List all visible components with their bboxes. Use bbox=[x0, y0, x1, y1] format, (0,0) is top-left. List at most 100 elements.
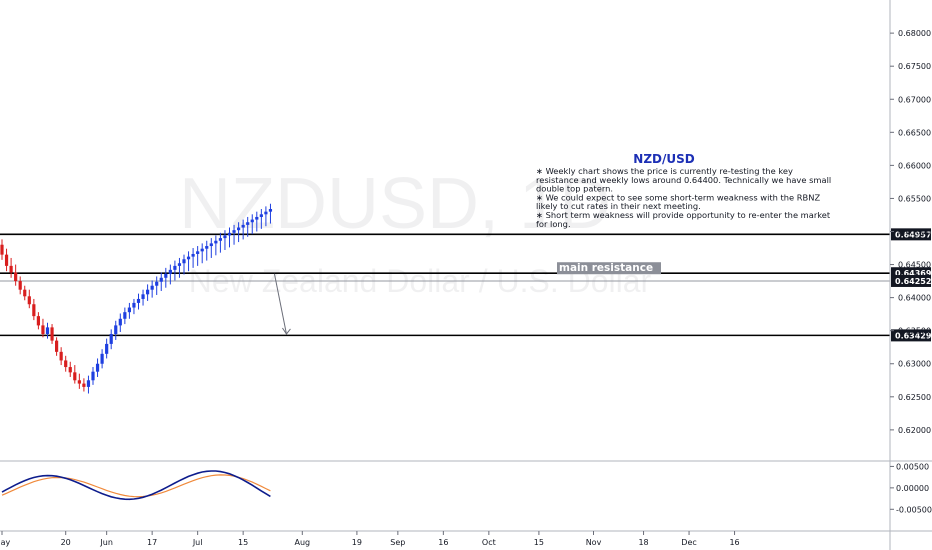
candle-body bbox=[32, 304, 36, 317]
candle-body bbox=[200, 248, 204, 252]
time-tick-label: Oct bbox=[482, 538, 496, 547]
time-tick-label: 15 bbox=[534, 538, 544, 547]
candle-body bbox=[182, 259, 186, 264]
resistance-label-box bbox=[557, 262, 661, 275]
time-tick-label: 17 bbox=[147, 538, 157, 547]
price-tick-label: 0.67500 bbox=[898, 62, 931, 71]
price-tick-label: 0.62500 bbox=[898, 393, 931, 402]
candle-body bbox=[36, 316, 40, 326]
down-arrow bbox=[273, 273, 291, 335]
candle-body bbox=[91, 371, 95, 381]
candle-body bbox=[246, 222, 250, 225]
indicator-tick-label: 0.00500 bbox=[896, 462, 929, 471]
candle-body bbox=[127, 307, 131, 313]
candle-body bbox=[45, 327, 50, 334]
annotation-line: ∗ Short term weakness will provide oppor… bbox=[536, 210, 831, 220]
time-tick-label: 16 bbox=[729, 538, 739, 547]
watermark-symbol: NZDUSD, 1D bbox=[179, 164, 611, 244]
price-tick-label: 0.62000 bbox=[898, 426, 931, 435]
candle-body bbox=[41, 325, 45, 334]
candle-body bbox=[232, 230, 236, 233]
candle-body bbox=[209, 243, 213, 247]
annotation-line: resistance and weekly lows around 0.6440… bbox=[536, 175, 831, 185]
candle-body bbox=[68, 367, 72, 373]
indicator-tick-label: 0.00000 bbox=[896, 484, 929, 493]
annotation-line: for long. bbox=[536, 219, 571, 229]
indicator-panel bbox=[1, 470, 271, 501]
candle-body bbox=[64, 360, 68, 368]
candle-body bbox=[237, 227, 241, 231]
price-tag: 0.64252 bbox=[891, 274, 931, 287]
candle-body bbox=[177, 263, 182, 266]
candle-body bbox=[118, 318, 122, 326]
time-tick-label: 18 bbox=[638, 538, 648, 547]
price-tag-label: 0.64957 bbox=[895, 230, 931, 239]
time-tick-label: Jul bbox=[192, 538, 203, 547]
indicator-signal-line bbox=[1, 474, 271, 498]
candle-body bbox=[205, 246, 209, 249]
time-tick-label: Nov bbox=[586, 538, 602, 547]
candle-body bbox=[114, 325, 118, 334]
annotation-line: double top patern. bbox=[536, 184, 613, 194]
annotation: NZD/USD ∗ Weekly chart shows the price i… bbox=[536, 152, 831, 229]
candle-body bbox=[191, 253, 195, 257]
candle-body bbox=[123, 312, 127, 319]
price-tag-label: 0.64252 bbox=[895, 277, 931, 286]
candle-body bbox=[0, 244, 4, 255]
candle-body bbox=[196, 251, 200, 254]
candle-body bbox=[255, 216, 259, 220]
candle-body bbox=[23, 289, 27, 297]
candle-body bbox=[268, 209, 273, 212]
candle-body bbox=[146, 289, 150, 295]
candle-body bbox=[100, 353, 104, 364]
candle-body bbox=[109, 333, 113, 344]
candle-body bbox=[55, 340, 59, 352]
candle-body bbox=[250, 219, 254, 223]
candle-body bbox=[223, 235, 227, 239]
candle-body bbox=[73, 372, 77, 381]
price-tick-label: 0.65500 bbox=[898, 194, 931, 203]
price-tag-box bbox=[891, 228, 931, 241]
candle-body bbox=[173, 265, 177, 270]
time-tick-label: Jun bbox=[99, 538, 113, 547]
price-tick-label: 0.63000 bbox=[898, 360, 931, 369]
price-tag: 0.64957 bbox=[891, 228, 931, 241]
candle-body bbox=[241, 224, 245, 228]
candle-body bbox=[214, 240, 218, 244]
candle-body bbox=[168, 269, 172, 274]
resistance-label: main resistance bbox=[559, 262, 653, 274]
time-tick-label: Sep bbox=[390, 538, 405, 547]
arrow-shaft bbox=[273, 273, 287, 335]
candle-body bbox=[14, 272, 18, 282]
time-tick-label: 20 bbox=[61, 538, 71, 547]
arrow-head bbox=[282, 327, 291, 335]
candle-body bbox=[186, 256, 191, 260]
price-tick-label: 0.66500 bbox=[898, 128, 931, 137]
candle-body bbox=[95, 363, 100, 372]
price-tick-label: 0.68000 bbox=[898, 29, 931, 38]
candle-body bbox=[18, 281, 22, 290]
candle-body bbox=[82, 383, 86, 387]
candle-body bbox=[155, 281, 159, 286]
candle-body bbox=[141, 294, 145, 299]
candle-body bbox=[59, 351, 63, 361]
price-tick-label: 0.64500 bbox=[898, 261, 931, 270]
indicator-tick-label: -0.00500 bbox=[896, 505, 932, 514]
price-tick-label: 0.66000 bbox=[898, 161, 931, 170]
candle-body bbox=[4, 254, 9, 266]
price-tag-box bbox=[891, 329, 931, 342]
time-tick-label: Dec bbox=[681, 538, 696, 547]
annotation-line: ∗ We could expect to see some short-term… bbox=[536, 192, 820, 202]
candle-body bbox=[159, 277, 163, 282]
price-tick-label: 0.67000 bbox=[898, 95, 931, 104]
annotation-title: NZD/USD bbox=[633, 152, 694, 166]
candle-body bbox=[105, 343, 109, 354]
candle-body bbox=[77, 380, 81, 384]
candle-body bbox=[227, 232, 232, 236]
price-tick-label: 0.64000 bbox=[898, 294, 931, 303]
candle-body bbox=[164, 273, 168, 278]
time-tick-label: 15 bbox=[238, 538, 248, 547]
